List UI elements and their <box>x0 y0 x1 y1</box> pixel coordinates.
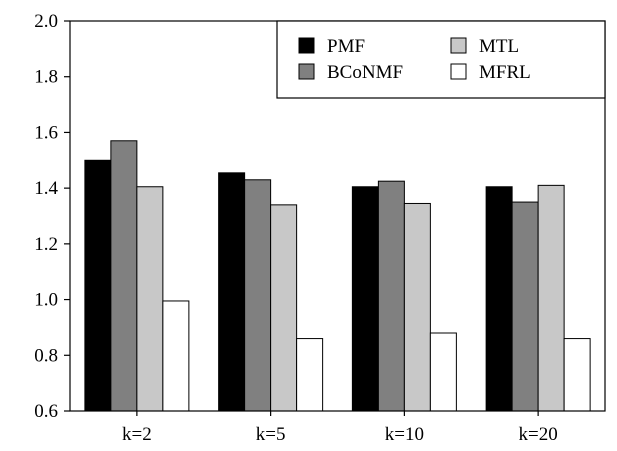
legend-swatch-pmf <box>298 37 315 54</box>
bar-mfrl-k20 <box>563 338 591 412</box>
legend-box <box>276 20 606 99</box>
legend-label-pmf: PMF <box>327 36 365 57</box>
y-tick-label: 1.0 <box>34 290 58 311</box>
x-tick-label: k=5 <box>256 424 286 445</box>
legend-label-bconmf: BCoNMF <box>327 62 403 83</box>
x-tick-label: k=2 <box>122 424 152 445</box>
bar-mfrl-k10 <box>429 332 457 412</box>
y-tick-label: 1.6 <box>34 122 58 143</box>
bar-mtl-k20 <box>537 184 565 412</box>
legend-swatch-mtl <box>450 37 467 54</box>
x-tick-label: k=20 <box>519 424 558 445</box>
legend-label-mfrl: MFRL <box>479 62 531 83</box>
bar-mfrl-k2 <box>162 300 190 412</box>
legend-swatch-bconmf <box>298 63 315 80</box>
x-tick-label: k=10 <box>385 424 424 445</box>
y-tick-label: 0.8 <box>34 345 58 366</box>
bar-bconmf-k2 <box>110 140 138 412</box>
bar-pmf-k5 <box>218 172 246 412</box>
bar-mfrl-k5 <box>296 338 324 412</box>
y-axis: 0.6 0.8 1.0 1.2 1.4 1.6 1.8 2.0 <box>34 11 70 422</box>
legend-swatch-mfrl <box>450 63 467 80</box>
legend-label-mtl: MTL <box>479 36 519 57</box>
bar-bconmf-k10 <box>377 180 405 412</box>
x-axis: k=2 k=5 k=10 k=20 <box>122 411 558 445</box>
y-tick-label: 2.0 <box>34 11 58 32</box>
y-tick-label: 1.8 <box>34 67 58 88</box>
legend: PMF BCoNMF MTL MFRL <box>276 20 606 99</box>
y-tick-label: 1.4 <box>34 178 58 199</box>
bar-mtl-k2 <box>136 186 164 412</box>
bar-bconmf-k20 <box>511 201 539 412</box>
bars-group <box>84 140 591 412</box>
bar-pmf-k2 <box>84 159 112 412</box>
bar-pmf-k10 <box>351 186 379 412</box>
y-tick-label: 0.6 <box>34 401 58 422</box>
bar-mtl-k5 <box>270 204 298 412</box>
bar-pmf-k20 <box>485 186 513 412</box>
y-tick-label: 1.2 <box>34 234 58 255</box>
bar-bconmf-k5 <box>244 179 272 412</box>
bar-mtl-k10 <box>403 202 431 412</box>
